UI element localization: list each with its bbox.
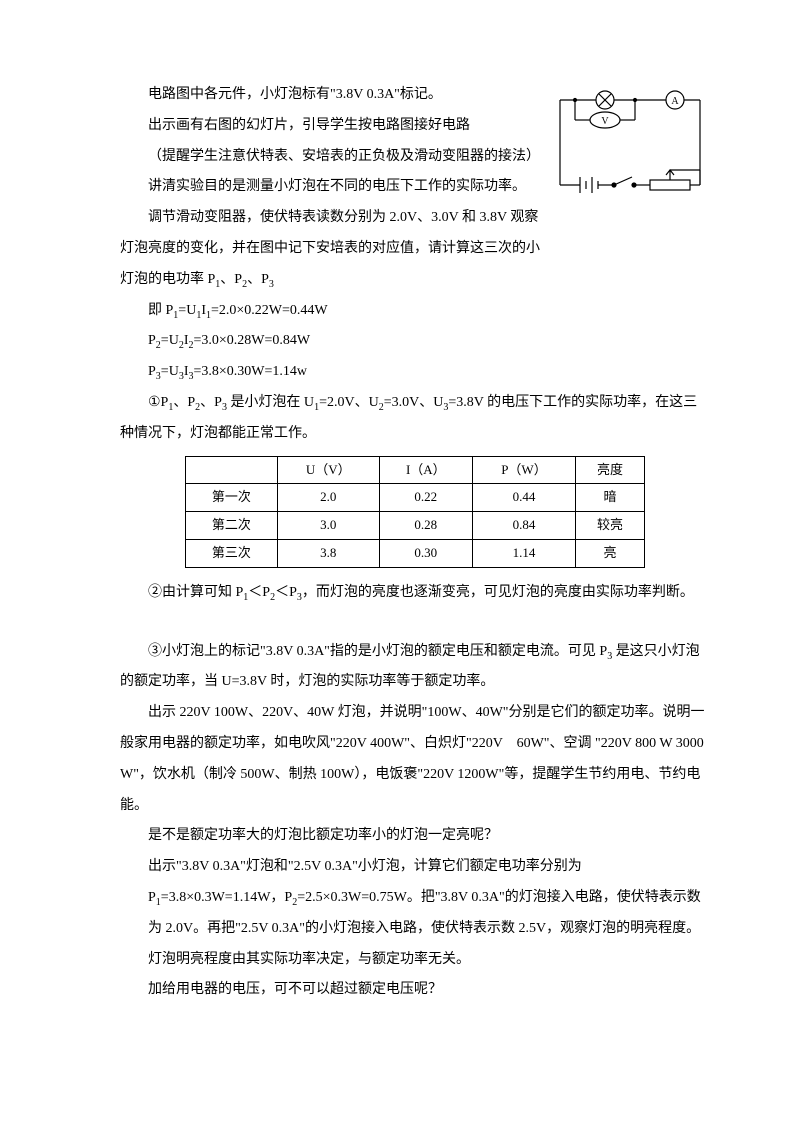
paragraph: 调节滑动变阻器，使伏特表读数分别为 2.0V、3.0V 和 3.8V 观察灯泡亮… (120, 203, 540, 295)
table-header (186, 456, 278, 484)
paragraph: P1=3.8×0.3W=1.14W，P2=2.5×0.3W=0.75W。把"3.… (120, 883, 710, 945)
paragraph: 出示 220V 100W、220V、40W 灯泡，并说明"100W、40W"分别… (120, 698, 710, 821)
svg-text:V: V (601, 116, 609, 127)
paragraph: 出示"3.8V 0.3A"灯泡和"2.5V 0.3A"小灯泡，计算它们额定电功率… (120, 852, 710, 883)
paragraph: 加给用电器的电压，可不可以超过额定电压呢？ (120, 975, 710, 1006)
point-1: ①P1、P2、P3 是小灯泡在 U1=2.0V、U2=3.0V、U3=3.8V … (120, 388, 710, 450)
equation-1: 即 P1=U1I1=2.0×0.22W=0.44W (120, 296, 710, 327)
svg-text:A: A (671, 96, 679, 107)
equation-3: P3=U3I3=3.8×0.30W=1.14w (120, 357, 710, 388)
table-header: U（V） (277, 456, 379, 484)
paragraph: 讲清实验目的是测量小灯泡在不同的电压下工作的实际功率。 (120, 172, 540, 203)
paragraph: 电路图中各元件，小灯泡标有"3.8V 0.3A"标记。 (120, 80, 540, 111)
paragraph: （提醒学生注意伏特表、安培表的正负极及滑动变阻器的接法） (120, 142, 540, 173)
paragraph: 出示画有右图的幻灯片，引导学生按电路图接好电路 (120, 111, 540, 142)
table-header-row: U（V） I（A） P（W） 亮度 (186, 456, 645, 484)
circuit-diagram: A V (550, 80, 710, 296)
table-row: 第二次3.00.280.84较亮 (186, 512, 645, 540)
text: 、P (220, 272, 242, 287)
point-2: ②由计算可知 P1＜P2＜P3，而灯泡的亮度也逐渐变亮，可见灯泡的亮度由实际功率… (120, 578, 710, 609)
data-table: U（V） I（A） P（W） 亮度 第一次2.00.220.44暗 第二次3.0… (185, 456, 645, 568)
text: 、P (247, 272, 269, 287)
table-row: 第一次2.00.220.44暗 (186, 484, 645, 512)
paragraph: 灯泡明亮程度由其实际功率决定，与额定功率无关。 (120, 945, 710, 976)
table-header: P（W） (472, 456, 575, 484)
table-row: 第三次3.80.301.14亮 (186, 539, 645, 567)
paragraph: 是不是额定功率大的灯泡比额定功率小的灯泡一定亮呢？ (120, 821, 710, 852)
point-3: ③小灯泡上的标记"3.8V 0.3A"指的是小灯泡的额定电压和额定电流。可见 P… (120, 637, 710, 699)
equation-2: P2=U2I2=3.0×0.28W=0.84W (120, 326, 710, 357)
table-header: 亮度 (576, 456, 645, 484)
table-header: I（A） (379, 456, 472, 484)
text: 调节滑动变阻器，使伏特表读数分别为 2.0V、3.0V 和 3.8V 观察灯泡亮… (120, 210, 540, 287)
